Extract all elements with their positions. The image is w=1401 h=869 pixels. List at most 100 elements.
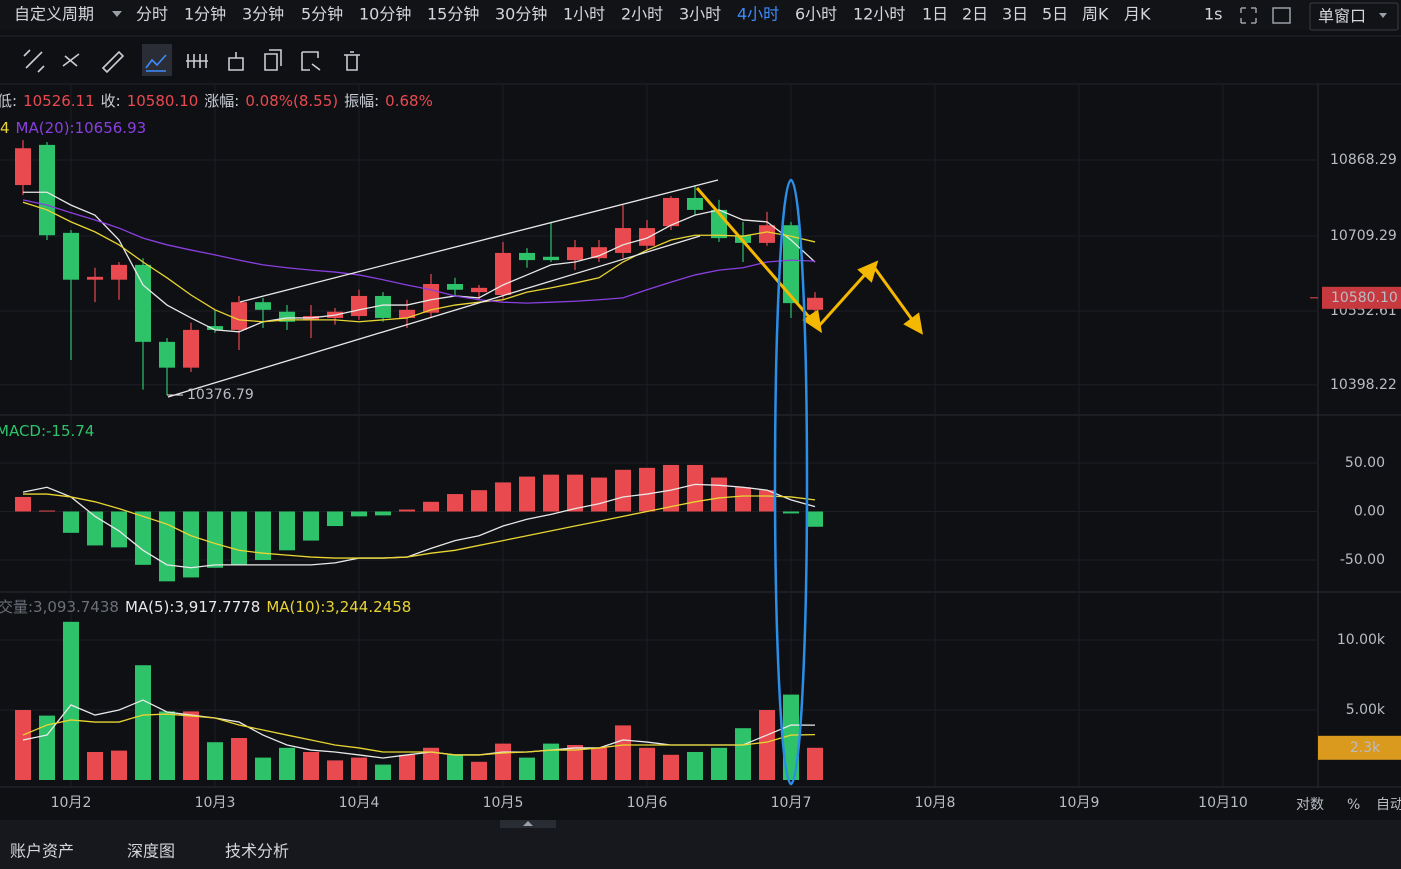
period-tab[interactable]: 3日 xyxy=(1002,5,1028,24)
tool-icon[interactable] xyxy=(344,51,360,71)
window-mode[interactable]: 单窗口 xyxy=(1318,7,1366,26)
period-tab[interactable]: 30分钟 xyxy=(495,5,547,24)
indicator-header: 低: 10526.11 收: 10580.10 涨幅: 0.08%(8.55) 振幅: 0.6… xyxy=(0,92,433,110)
period-tab[interactable]: 3分钟 xyxy=(242,5,284,24)
period-tab[interactable]: 2日 xyxy=(962,5,988,24)
period-tab[interactable]: 1s xyxy=(1204,5,1223,24)
period-tab[interactable]: 自定义周期 xyxy=(14,5,94,24)
period-tab[interactable]: 3小时 xyxy=(679,5,721,24)
macd-bar xyxy=(687,464,703,512)
macd-bar xyxy=(447,494,463,512)
tool-icon[interactable] xyxy=(145,54,167,72)
bottom-tab[interactable]: 账户资产 xyxy=(10,842,74,861)
header-text: 4 xyxy=(0,119,10,137)
volume-bar xyxy=(711,747,727,780)
macd-bar xyxy=(663,464,679,512)
period-tab[interactable]: 10分钟 xyxy=(359,5,411,24)
tool-icon[interactable] xyxy=(62,53,80,67)
tool-icon[interactable] xyxy=(101,50,125,74)
window-select[interactable] xyxy=(1309,2,1399,31)
header-text: 交量:3,093.7438 xyxy=(0,598,119,616)
volume-bar xyxy=(279,747,295,780)
period-tab[interactable]: 1分钟 xyxy=(184,5,226,24)
candle-body xyxy=(255,302,271,310)
macd-bar xyxy=(543,474,559,512)
dropdown-caret xyxy=(112,11,122,17)
volume-bar xyxy=(543,743,559,780)
scale-option[interactable]: 对数 xyxy=(1296,797,1324,813)
period-tab[interactable]: 5分钟 xyxy=(301,5,343,24)
candle-body xyxy=(207,326,223,330)
trend-channel xyxy=(167,179,719,398)
period-tab[interactable]: 周K xyxy=(1082,5,1109,24)
period-tab[interactable]: 6小时 xyxy=(795,5,837,24)
period-tab[interactable]: 1小时 xyxy=(563,5,605,24)
candle-body xyxy=(375,295,391,318)
tool-icon[interactable] xyxy=(264,49,282,71)
macd-bar xyxy=(303,511,319,541)
volume-bar xyxy=(807,747,823,780)
candle-body xyxy=(495,252,511,296)
period-tab[interactable]: 1日 xyxy=(922,5,948,24)
tool-icon[interactable] xyxy=(301,51,321,71)
plot-area xyxy=(0,84,1318,787)
macd-bar xyxy=(87,511,103,546)
bottom-tab[interactable]: 深度图 xyxy=(127,842,175,861)
tool-icon[interactable] xyxy=(23,49,45,73)
volume-bar xyxy=(687,752,703,780)
period-tab[interactable]: 15分钟 xyxy=(427,5,479,24)
period-tab[interactable]: 5日 xyxy=(1042,5,1068,24)
y-tick-label: 10.00k xyxy=(1337,632,1386,648)
drawing-toolbar xyxy=(23,44,360,76)
macd-bar xyxy=(135,511,151,565)
scale-option[interactable]: % xyxy=(1347,797,1360,813)
x-tick-label: 10月9 xyxy=(1059,795,1100,811)
popout-icon[interactable] xyxy=(1272,7,1291,24)
tool-icon[interactable] xyxy=(186,54,208,68)
header-text: 0.08%(8.55) xyxy=(245,92,338,110)
period-tab[interactable]: 4小时 xyxy=(737,5,779,24)
arrow-head xyxy=(903,312,924,335)
candle-body xyxy=(111,264,127,280)
period-tab[interactable]: 月K xyxy=(1124,5,1151,24)
macd-bar xyxy=(39,510,55,512)
fullscreen-icon[interactable] xyxy=(1240,7,1257,24)
macd-bar xyxy=(63,511,79,533)
macd-bar xyxy=(207,511,223,568)
x-tick-label: 10月4 xyxy=(339,795,380,811)
indicator-header: 4 MA(20):10656.93 xyxy=(0,119,146,137)
period-tab[interactable]: 2小时 xyxy=(621,5,663,24)
volume-bar xyxy=(447,754,463,780)
indicator-line xyxy=(22,199,816,304)
channel-upper xyxy=(239,179,719,303)
header-text: 振幅: xyxy=(344,92,379,110)
indicator-line xyxy=(23,493,816,559)
volume-bar xyxy=(303,752,319,780)
macd-bar xyxy=(399,509,415,512)
macd-bar xyxy=(255,511,271,560)
volume-bar xyxy=(759,710,775,780)
low-label: 10376.79 xyxy=(187,387,254,403)
y-tick-label: 50.00 xyxy=(1345,455,1385,471)
scale-option[interactable]: 自动 xyxy=(1376,797,1401,813)
y-tick-label: -50.00 xyxy=(1340,552,1385,568)
candle-body xyxy=(183,329,199,368)
macd-bar xyxy=(735,487,751,512)
volume-bar xyxy=(495,743,511,780)
volume-bar xyxy=(519,757,535,780)
bottom-tab[interactable]: 技术分析 xyxy=(225,842,289,861)
candle-body xyxy=(87,276,103,280)
tool-icon[interactable] xyxy=(228,52,244,71)
period-tab[interactable]: 分时 xyxy=(136,5,168,24)
volume-bar xyxy=(567,745,583,780)
volume-bar xyxy=(639,747,655,780)
bottom-panel xyxy=(0,820,1401,869)
macd-bar xyxy=(711,477,727,512)
y-tick-label: 10398.22 xyxy=(1330,377,1397,393)
period-tab[interactable]: 12小时 xyxy=(853,5,905,24)
candle-body xyxy=(135,264,151,342)
indicator-header: 交量:3,093.7438 MA(5):3,917.7778 MA(10):3,24… xyxy=(0,598,411,616)
indicator-line xyxy=(22,713,816,756)
x-tick-label: 10月7 xyxy=(771,795,812,811)
volume-bar xyxy=(183,711,199,780)
